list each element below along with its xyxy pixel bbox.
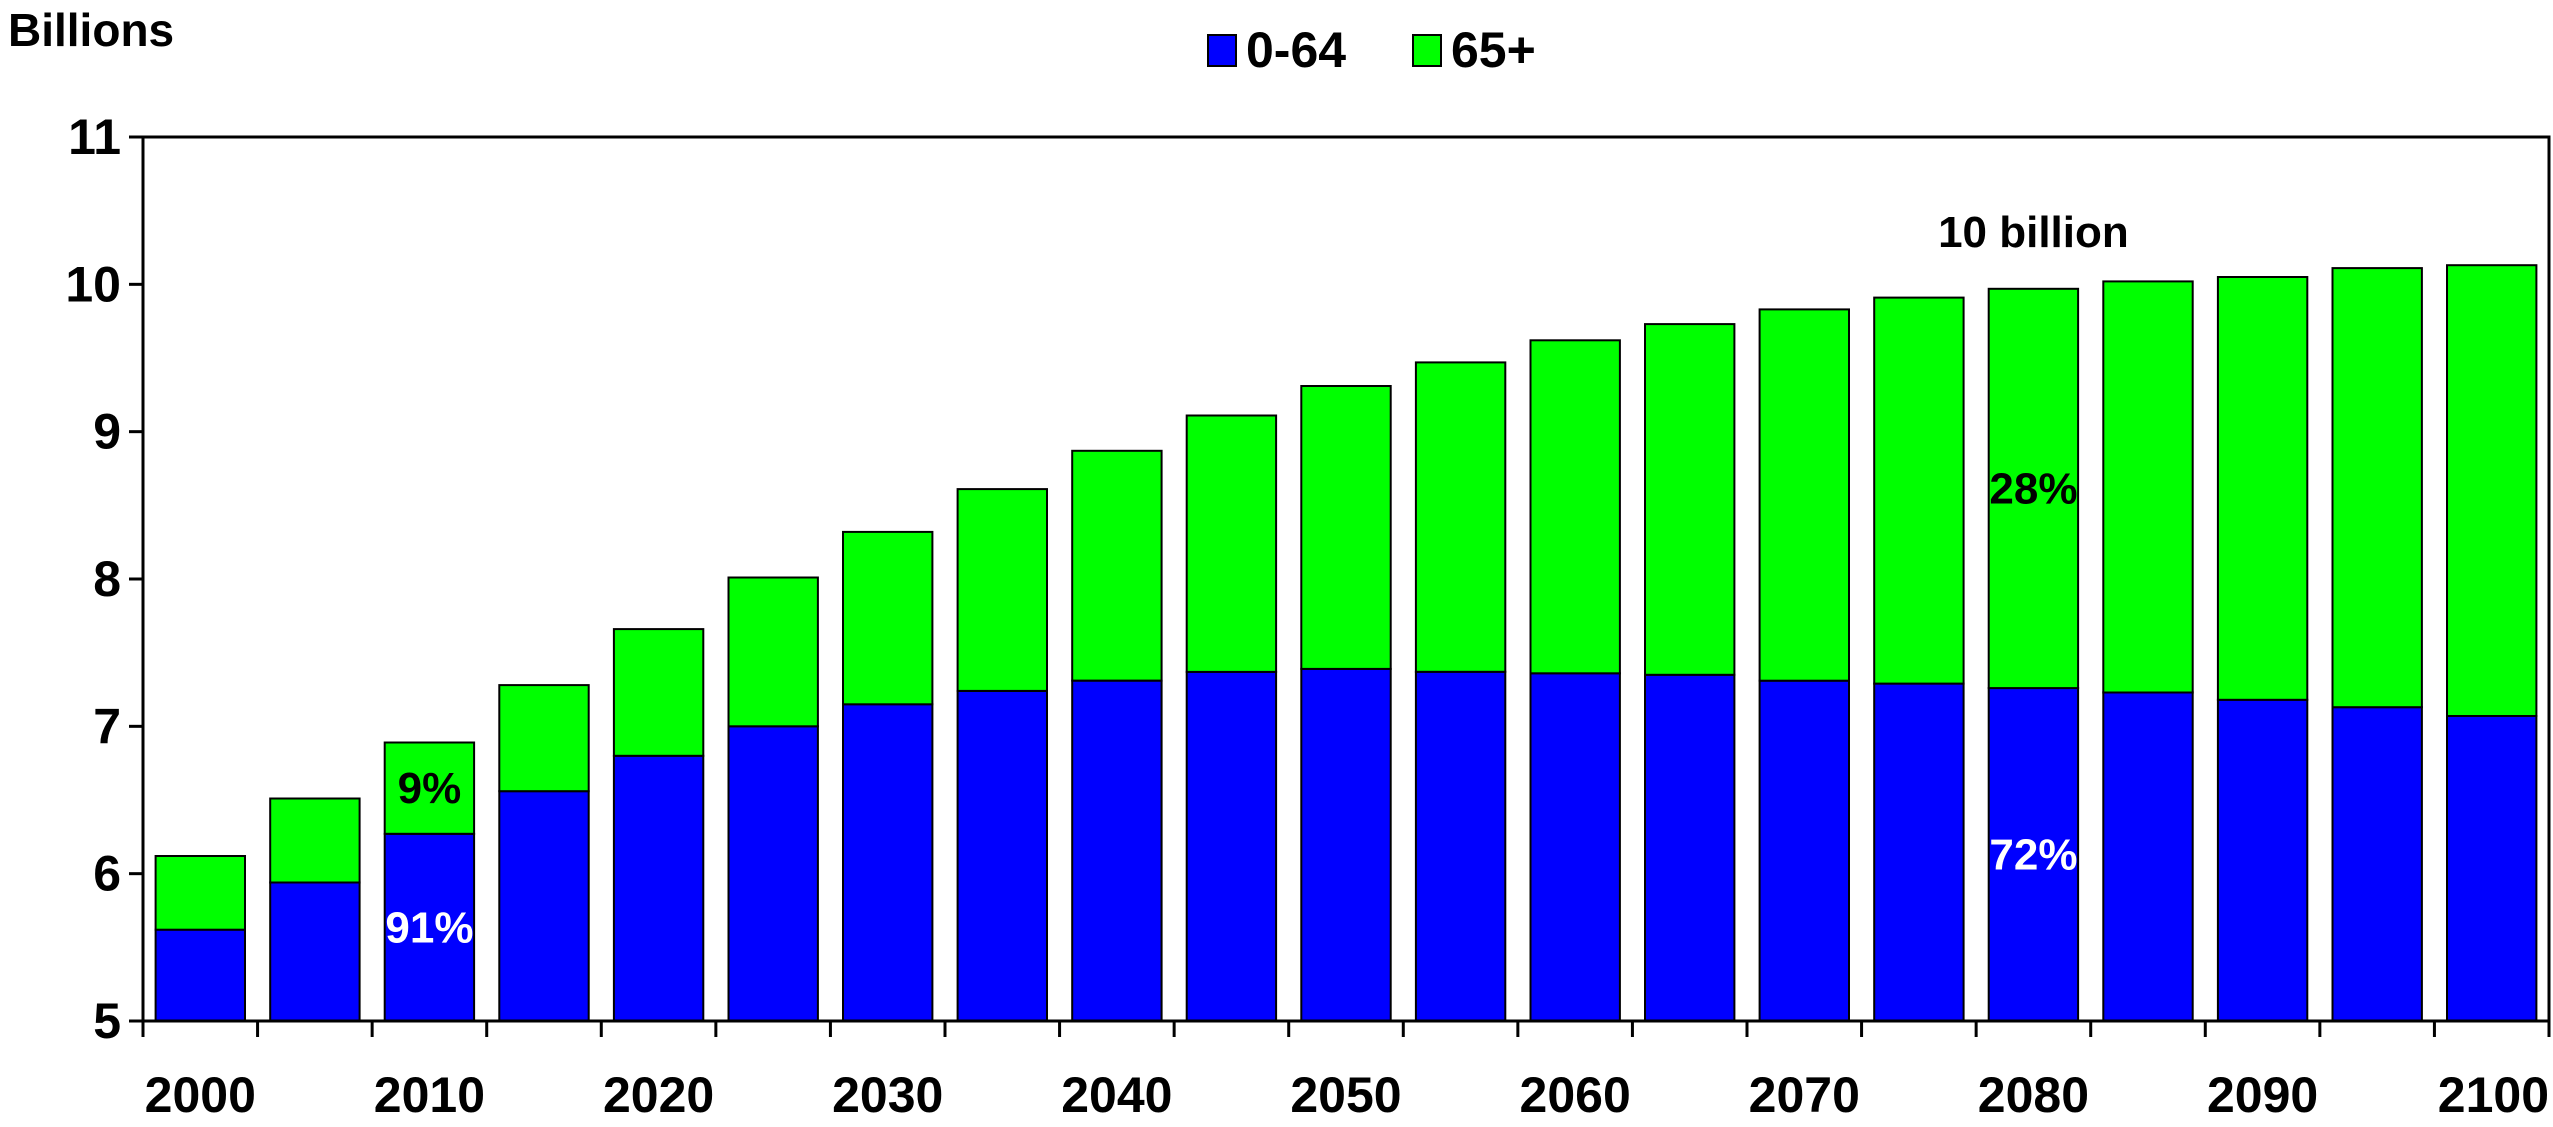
bar-0-64-2055 [1414,670,1507,1022]
bar-65+-2035 [956,488,1048,692]
bar-0-64-2100 [2446,715,2538,1022]
bar-65+-2100 [2446,264,2538,717]
bar-65+-2065 [1644,323,1736,676]
annotation-10-billion: 10 billion [1938,208,2129,257]
annotation-9-: 9% [398,764,462,813]
annotations-group: 9% 91% 28% 72% 10 billion [385,208,2128,953]
y-tick-label-5: 5 [93,993,121,1049]
bar-0-64-2040 [1071,679,1163,1022]
bar-0-64-2075 [1873,682,1965,1022]
bar-0-64-2005 [269,881,361,1022]
x-tick-label-2050: 2050 [1290,1067,1401,1123]
legend-label-0-64: 0-64 [1246,22,1346,78]
bar-65+-2060 [1529,339,1621,675]
bar-0-64-2030 [842,703,934,1022]
x-tick-label-2090: 2090 [2207,1067,2318,1123]
y-tick-label-7: 7 [93,698,121,754]
y-axis-title: Billions [8,4,174,56]
bar-65+-2045 [1185,414,1278,673]
bar-65+-2050 [1300,385,1392,670]
bar-65+-2020 [612,628,705,757]
bar-0-64-2065 [1644,673,1736,1022]
annotation-28-: 28% [1989,464,2077,513]
bar-0-64-2045 [1185,670,1278,1022]
bar-0-64-2035 [956,690,1048,1022]
bar-0-64-2095 [2331,706,2423,1022]
bar-65+-2070 [1758,308,1850,682]
bar-65+-2040 [1071,449,1163,682]
legend-label-65+: 65+ [1451,22,1536,78]
bar-0-64-2090 [2216,698,2309,1022]
bar-0-64-2025 [727,725,819,1022]
bar-65+-2000 [154,855,247,931]
bar-0-64-2070 [1758,679,1850,1022]
x-tick-label-2060: 2060 [1520,1067,1631,1123]
y-tick-label-8: 8 [93,551,121,607]
legend-swatch-65+ [1412,34,1442,67]
y-axis: 5 6 7 8 9 10 11 [65,109,143,1049]
bar-0-64-2050 [1300,667,1392,1023]
bar-0-64-2085 [2102,691,2194,1023]
bar-65+-2010 [383,741,476,835]
bar-65+-2085 [2102,280,2194,694]
y-tick-label-11: 11 [68,109,121,165]
bar-65+-2095 [2331,267,2423,709]
annotation-91-: 91% [385,903,473,952]
x-tick-label-2080: 2080 [1978,1067,2089,1123]
bars-group [154,264,2538,1023]
x-tick-label-2010: 2010 [374,1067,485,1123]
x-tick-label-2020: 2020 [603,1067,714,1123]
bar-0-64-2000 [154,928,247,1023]
x-axis: 2000 2010 2020 2030 2040 2050 2060 2070 2080 2090… [141,1021,2551,1123]
y-tick-label-6: 6 [93,846,121,902]
bar-0-64-2010 [383,832,476,1023]
bar-65+-2025 [727,576,819,728]
bar-65+-2015 [498,684,590,793]
bar-65+-2080 [1987,287,2080,690]
x-tick-label-2070: 2070 [1749,1067,1860,1123]
y-tick-label-9: 9 [93,404,121,460]
bar-65+-2030 [842,530,934,706]
legend-swatch-0-64 [1207,34,1237,67]
x-tick-label-2000: 2000 [145,1067,256,1123]
bar-65+-2005 [269,797,361,884]
y-tick-label-10: 10 [65,256,121,312]
bar-0-64-2020 [612,754,705,1022]
bar-0-64-2015 [498,790,590,1023]
x-tick-label-2040: 2040 [1061,1067,1172,1123]
bar-65+-2055 [1414,361,1507,673]
bar-65+-2090 [2216,276,2309,701]
annotation-72-: 72% [1989,831,2077,880]
legend: 0-64 65+ [1207,22,1536,78]
x-tick-label-2100: 2100 [2438,1067,2549,1123]
bar-0-64-2060 [1529,672,1621,1022]
x-tick-label-2030: 2030 [832,1067,943,1123]
bar-65+-2075 [1873,296,1965,685]
